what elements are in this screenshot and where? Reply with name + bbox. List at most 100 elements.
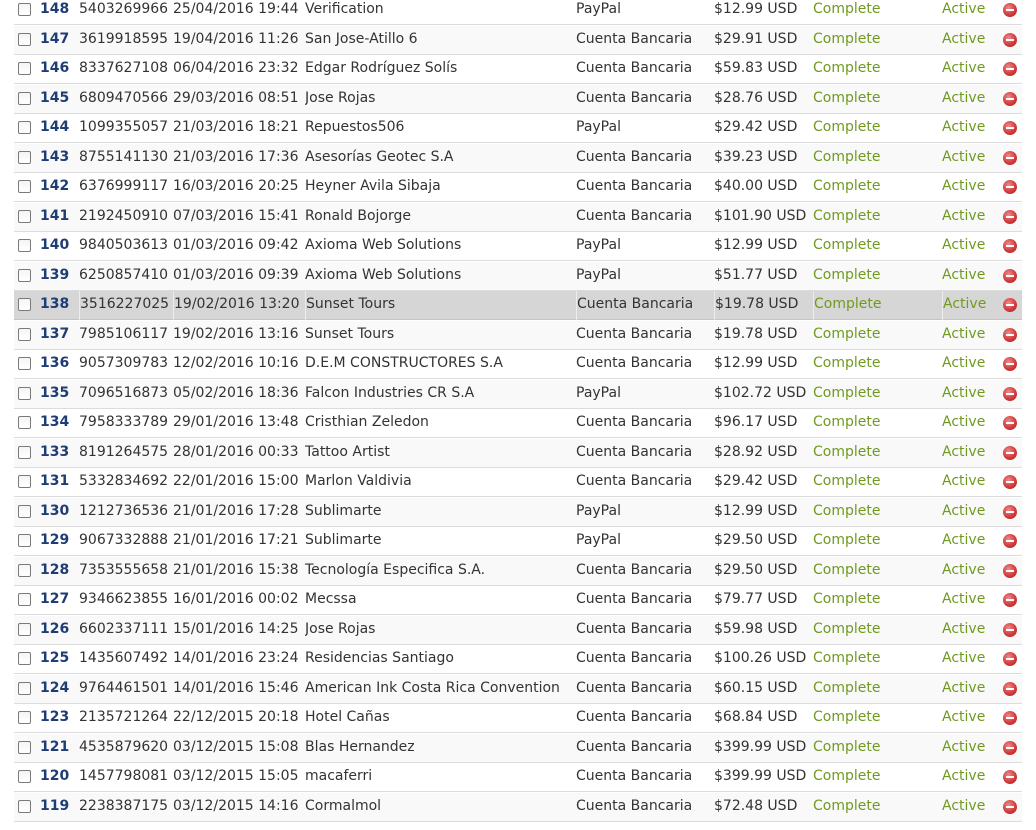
delete-minus-icon[interactable] xyxy=(1003,652,1017,666)
delete-minus-icon[interactable] xyxy=(1003,121,1017,135)
checkbox-icon[interactable] xyxy=(18,534,31,547)
table-row[interactable]: 128 7353555658 21/01/2016 15:38 Tecnología … xyxy=(14,557,1022,586)
checkbox-icon[interactable] xyxy=(18,711,31,724)
delete-minus-icon[interactable] xyxy=(1003,62,1017,76)
checkbox-icon[interactable] xyxy=(18,593,31,606)
order-id[interactable]: 127 xyxy=(40,591,70,607)
delete-minus-icon[interactable] xyxy=(1003,800,1017,814)
order-id[interactable]: 121 xyxy=(40,739,70,755)
order-id[interactable]: 140 xyxy=(40,237,70,253)
delete-minus-icon[interactable] xyxy=(1003,564,1017,578)
order-id[interactable]: 123 xyxy=(40,709,70,725)
checkbox-icon[interactable] xyxy=(18,770,31,783)
table-row[interactable]: 119 2238387175 03/12/2015 14:16 Cormalmol Cu… xyxy=(14,793,1022,822)
table-row[interactable]: 141 2192450910 07/03/2016 15:41 Ronald Bojo… xyxy=(14,203,1022,232)
checkbox-icon[interactable] xyxy=(18,269,31,282)
table-row[interactable]: 144 1099355057 21/03/2016 18:21 Repuestos50… xyxy=(14,114,1022,143)
order-id[interactable]: 129 xyxy=(40,532,70,548)
checkbox-icon[interactable] xyxy=(18,180,31,193)
checkbox-icon[interactable] xyxy=(18,328,31,341)
order-id[interactable]: 130 xyxy=(40,503,70,519)
table-row[interactable]: 134 7958333789 29/01/2016 13:48 Cristhian Z… xyxy=(14,409,1022,438)
table-row[interactable]: 136 9057309783 12/02/2016 10:16 D.E.M CONST… xyxy=(14,350,1022,379)
delete-minus-icon[interactable] xyxy=(1003,269,1017,283)
checkbox-icon[interactable] xyxy=(18,151,31,164)
checkbox-icon[interactable] xyxy=(18,3,31,16)
checkbox-icon[interactable] xyxy=(18,652,31,665)
order-id[interactable]: 145 xyxy=(40,90,70,106)
delete-minus-icon[interactable] xyxy=(1003,151,1017,165)
delete-minus-icon[interactable] xyxy=(1003,357,1017,371)
order-id[interactable]: 135 xyxy=(40,385,70,401)
order-id[interactable]: 119 xyxy=(40,798,70,814)
order-id[interactable]: 131 xyxy=(40,473,70,489)
order-id[interactable]: 136 xyxy=(40,355,70,371)
checkbox-icon[interactable] xyxy=(18,682,31,695)
delete-minus-icon[interactable] xyxy=(1003,387,1017,401)
table-row[interactable]: 129 9067332888 21/01/2016 17:21 Sublimarte P… xyxy=(14,527,1022,556)
order-id[interactable]: 139 xyxy=(40,267,70,283)
table-row[interactable]: 126 6602337111 15/01/2016 14:25 Jose Rojas C… xyxy=(14,616,1022,645)
order-id[interactable]: 142 xyxy=(40,178,70,194)
order-id[interactable]: 143 xyxy=(40,149,70,165)
table-row[interactable]: 121 4535879620 03/12/2015 15:08 Blas Hernan… xyxy=(14,734,1022,763)
order-id[interactable]: 146 xyxy=(40,60,70,76)
table-row[interactable]: 143 8755141130 21/03/2016 17:36 Asesorías G… xyxy=(14,144,1022,173)
delete-minus-icon[interactable] xyxy=(1003,770,1017,784)
delete-minus-icon[interactable] xyxy=(1003,298,1017,312)
order-id[interactable]: 126 xyxy=(40,621,70,637)
order-id[interactable]: 147 xyxy=(40,31,70,47)
checkbox-icon[interactable] xyxy=(18,623,31,636)
delete-minus-icon[interactable] xyxy=(1003,446,1017,460)
checkbox-icon[interactable] xyxy=(18,62,31,75)
table-row[interactable]: 137 7985106117 19/02/2016 13:16 Sunset Tour… xyxy=(14,321,1022,350)
order-id[interactable]: 133 xyxy=(40,444,70,460)
delete-minus-icon[interactable] xyxy=(1003,210,1017,224)
order-id[interactable]: 125 xyxy=(40,650,70,666)
checkbox-icon[interactable] xyxy=(18,239,31,252)
order-id[interactable]: 137 xyxy=(40,326,70,342)
table-row[interactable]: 124 9764461501 14/01/2016 15:46 American In… xyxy=(14,675,1022,704)
table-row[interactable]: 130 1212736536 21/01/2016 17:28 Sublimarte P… xyxy=(14,498,1022,527)
order-id[interactable]: 120 xyxy=(40,768,70,784)
checkbox-icon[interactable] xyxy=(18,33,31,46)
checkbox-icon[interactable] xyxy=(18,475,31,488)
order-id[interactable]: 128 xyxy=(40,562,70,578)
delete-minus-icon[interactable] xyxy=(1003,328,1017,342)
order-id[interactable]: 144 xyxy=(40,119,70,135)
checkbox-icon[interactable] xyxy=(18,92,31,105)
delete-minus-icon[interactable] xyxy=(1003,505,1017,519)
order-id[interactable]: 124 xyxy=(40,680,70,696)
delete-minus-icon[interactable] xyxy=(1003,33,1017,47)
table-row[interactable]: 145 6809470566 29/03/2016 08:51 Jose Rojas C… xyxy=(14,85,1022,114)
table-row[interactable]: 133 8191264575 28/01/2016 00:33 Tattoo Arti… xyxy=(14,439,1022,468)
checkbox-icon[interactable] xyxy=(18,564,31,577)
checkbox-icon[interactable] xyxy=(18,800,31,813)
table-row[interactable]: 125 1435607492 14/01/2016 23:24 Residencias… xyxy=(14,645,1022,674)
table-row[interactable]: 123 2135721264 22/12/2015 20:18 Hotel Cañas… xyxy=(14,704,1022,733)
table-row[interactable]: 148 5403269966 25/04/2016 19:44 Verificatio… xyxy=(14,0,1022,25)
table-row[interactable]: 139 6250857410 01/03/2016 09:39 Axioma Web … xyxy=(14,262,1022,291)
checkbox-icon[interactable] xyxy=(18,121,31,134)
delete-minus-icon[interactable] xyxy=(1003,682,1017,696)
delete-minus-icon[interactable] xyxy=(1003,416,1017,430)
table-row[interactable]: 127 9346623855 16/01/2016 00:02 Mecssa Cuent… xyxy=(14,586,1022,615)
table-row[interactable]: 138 3516227025 19/02/2016 13:20 Sunset Tour… xyxy=(14,291,1022,320)
table-row[interactable]: 146 8337627108 06/04/2016 23:32 Edgar Rodrí… xyxy=(14,55,1022,84)
checkbox-icon[interactable] xyxy=(18,210,31,223)
delete-minus-icon[interactable] xyxy=(1003,623,1017,637)
delete-minus-icon[interactable] xyxy=(1003,711,1017,725)
table-row[interactable]: 147 3619918595 19/04/2016 11:26 San Jose-At… xyxy=(14,26,1022,55)
order-id[interactable]: 141 xyxy=(40,208,70,224)
checkbox-icon[interactable] xyxy=(18,446,31,459)
delete-minus-icon[interactable] xyxy=(1003,741,1017,755)
checkbox-icon[interactable] xyxy=(18,357,31,370)
delete-minus-icon[interactable] xyxy=(1003,475,1017,489)
checkbox-icon[interactable] xyxy=(18,387,31,400)
checkbox-icon[interactable] xyxy=(18,298,31,311)
delete-minus-icon[interactable] xyxy=(1003,534,1017,548)
order-id[interactable]: 148 xyxy=(40,1,70,17)
checkbox-icon[interactable] xyxy=(18,505,31,518)
table-row[interactable]: 135 7096516873 05/02/2016 18:36 Falcon Indu… xyxy=(14,380,1022,409)
order-id[interactable]: 134 xyxy=(40,414,70,430)
